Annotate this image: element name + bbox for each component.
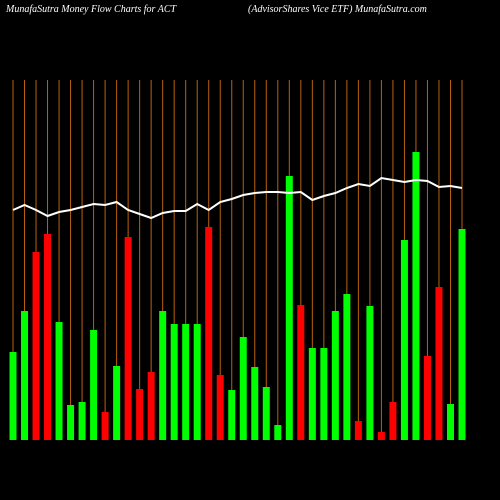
bar bbox=[412, 152, 420, 440]
bar bbox=[216, 375, 224, 440]
bar bbox=[262, 387, 270, 440]
money-flow-line bbox=[12, 176, 463, 220]
bar bbox=[78, 402, 86, 440]
bar bbox=[147, 372, 155, 440]
bar bbox=[205, 227, 213, 440]
bar bbox=[308, 348, 316, 440]
bar bbox=[32, 252, 40, 440]
bar bbox=[423, 356, 431, 440]
bar bbox=[124, 237, 132, 440]
bar bbox=[343, 294, 351, 440]
bar bbox=[320, 348, 328, 440]
bar bbox=[193, 324, 201, 440]
bar bbox=[274, 425, 282, 440]
bar bbox=[67, 405, 75, 440]
bar bbox=[446, 404, 454, 440]
bar bbox=[354, 421, 362, 440]
bar bbox=[55, 322, 63, 440]
bar bbox=[458, 229, 466, 440]
bar bbox=[377, 432, 385, 440]
bar bbox=[297, 305, 305, 440]
bar bbox=[228, 390, 236, 440]
chart-subtitle: (AdvisorShares Vice ETF) MunafaSutra.com bbox=[248, 4, 427, 15]
bar bbox=[285, 176, 293, 440]
bar bbox=[44, 234, 52, 440]
bar bbox=[400, 240, 408, 440]
bar bbox=[170, 324, 178, 440]
bar bbox=[435, 287, 443, 440]
chart-title: MunafaSutra Money Flow Charts for ACT bbox=[5, 4, 178, 15]
bar bbox=[9, 352, 17, 440]
bar bbox=[389, 402, 397, 440]
bar bbox=[101, 412, 109, 440]
bar bbox=[239, 337, 247, 440]
bar bbox=[21, 311, 29, 440]
bar bbox=[136, 389, 144, 440]
bar bbox=[113, 366, 121, 440]
bar bbox=[251, 367, 259, 440]
bar bbox=[366, 306, 374, 440]
bar bbox=[159, 311, 167, 440]
bar bbox=[90, 330, 98, 440]
bar bbox=[182, 324, 190, 440]
bar bbox=[331, 311, 339, 440]
